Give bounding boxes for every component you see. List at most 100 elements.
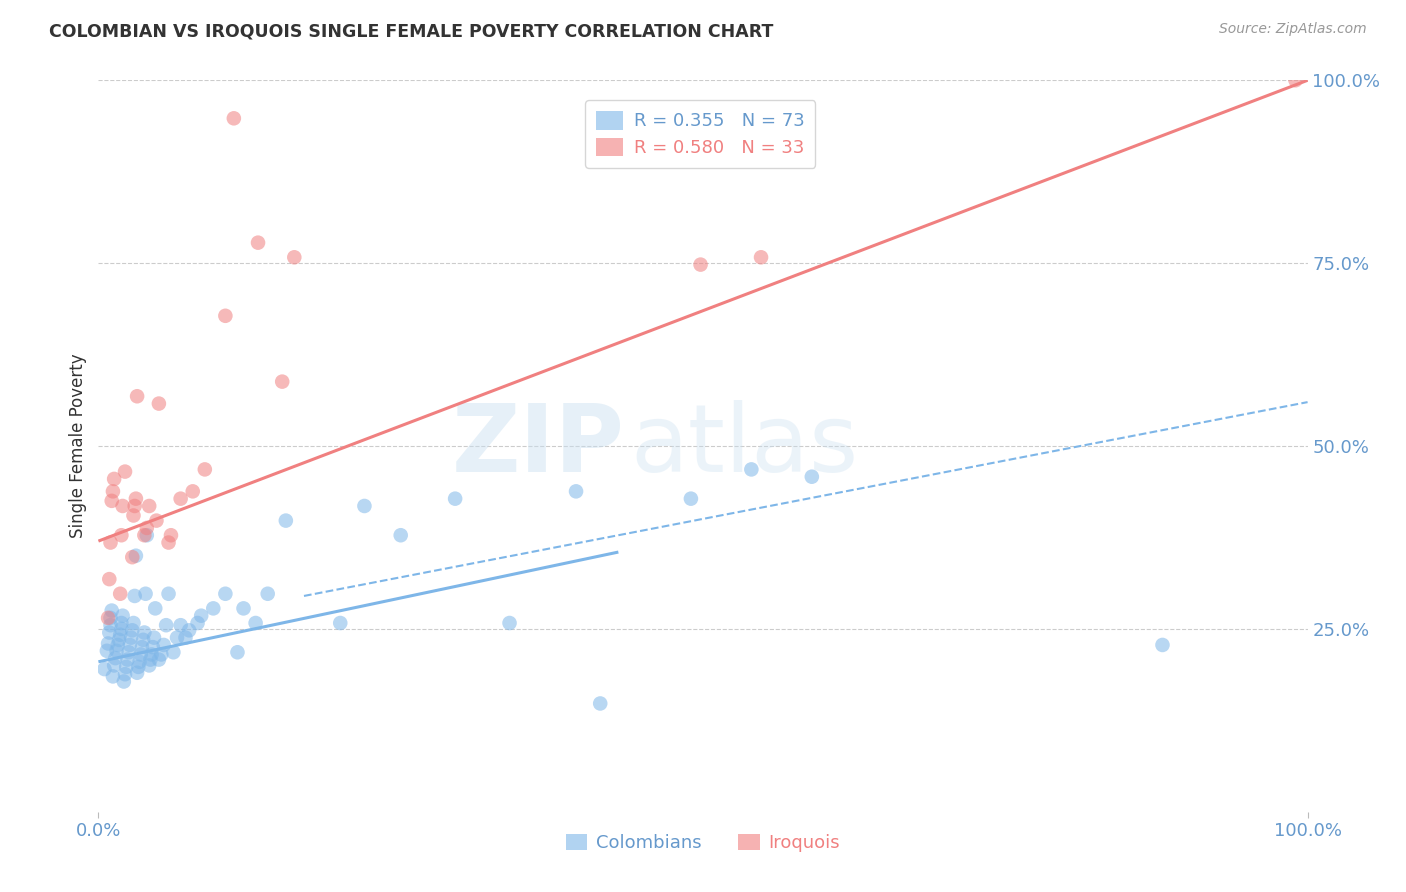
Point [98,572,121,586]
Point [740,462,762,476]
Point [97,636,120,650]
Point [245,615,267,630]
Point [100,611,122,625]
Point [157,535,180,549]
Point [134,528,156,542]
Point [114,465,136,479]
Point [179,624,201,638]
Point [389,528,412,542]
Point [169,618,191,632]
Point [143,601,166,615]
Point [174,631,197,645]
Point [232,601,254,615]
Point [108,632,131,647]
Point [110,615,132,630]
Point [127,660,149,674]
Point [142,640,165,655]
Point [181,484,204,499]
Point [271,375,294,389]
Point [120,631,142,645]
Point [160,528,183,542]
Point [107,638,129,652]
Point [124,499,146,513]
Point [131,640,153,655]
Point [108,587,131,601]
Point [202,601,225,615]
Point [214,309,236,323]
Point [274,514,297,528]
Point [128,655,150,669]
Legend: Colombians, Iroquois: Colombians, Iroquois [557,825,849,861]
Point [1152,638,1174,652]
Point [498,615,520,630]
Point [101,484,124,499]
Point [194,462,217,476]
Point [105,644,128,658]
Point [115,660,138,674]
Point [148,652,170,666]
Point [143,631,166,645]
Point [98,625,121,640]
Point [329,615,352,630]
Point [121,624,143,638]
Point [169,491,191,506]
Point [152,638,174,652]
Point [139,652,162,666]
Point [122,615,145,630]
Point [589,697,612,711]
Point [689,258,711,272]
Point [800,469,823,483]
Point [134,625,156,640]
Point [444,491,467,506]
Point [749,250,772,264]
Point [132,632,155,647]
Point [155,618,177,632]
Point [118,645,141,659]
Point [96,644,118,658]
Text: Source: ZipAtlas.com: Source: ZipAtlas.com [1219,22,1367,37]
Point [100,535,122,549]
Point [565,484,588,499]
Point [1284,73,1306,87]
Point [127,665,149,680]
Point [122,508,145,523]
Point [138,499,160,513]
Point [110,528,132,542]
Point [125,549,148,563]
Point [103,472,125,486]
Point [125,491,148,506]
Point [138,658,160,673]
Point [135,587,157,601]
Point [148,396,170,410]
Point [124,589,146,603]
Point [117,652,139,666]
Point [111,499,134,513]
Point [135,521,157,535]
Point [353,499,375,513]
Point [222,112,245,126]
Point [101,669,124,683]
Point [679,491,702,506]
Point [127,389,149,403]
Point [121,550,143,565]
Point [145,514,167,528]
Point [150,648,173,662]
Point [129,648,152,662]
Text: ZIP: ZIP [451,400,624,492]
Point [141,648,163,662]
Point [247,235,270,250]
Point [111,608,134,623]
Point [108,628,131,642]
Point [214,587,236,601]
Text: atlas: atlas [630,400,859,492]
Point [256,587,278,601]
Point [114,667,136,681]
Point [100,618,122,632]
Point [162,645,184,659]
Point [100,494,122,508]
Point [135,528,157,542]
Point [226,645,249,659]
Point [93,662,115,676]
Point [104,651,127,665]
Point [97,611,120,625]
